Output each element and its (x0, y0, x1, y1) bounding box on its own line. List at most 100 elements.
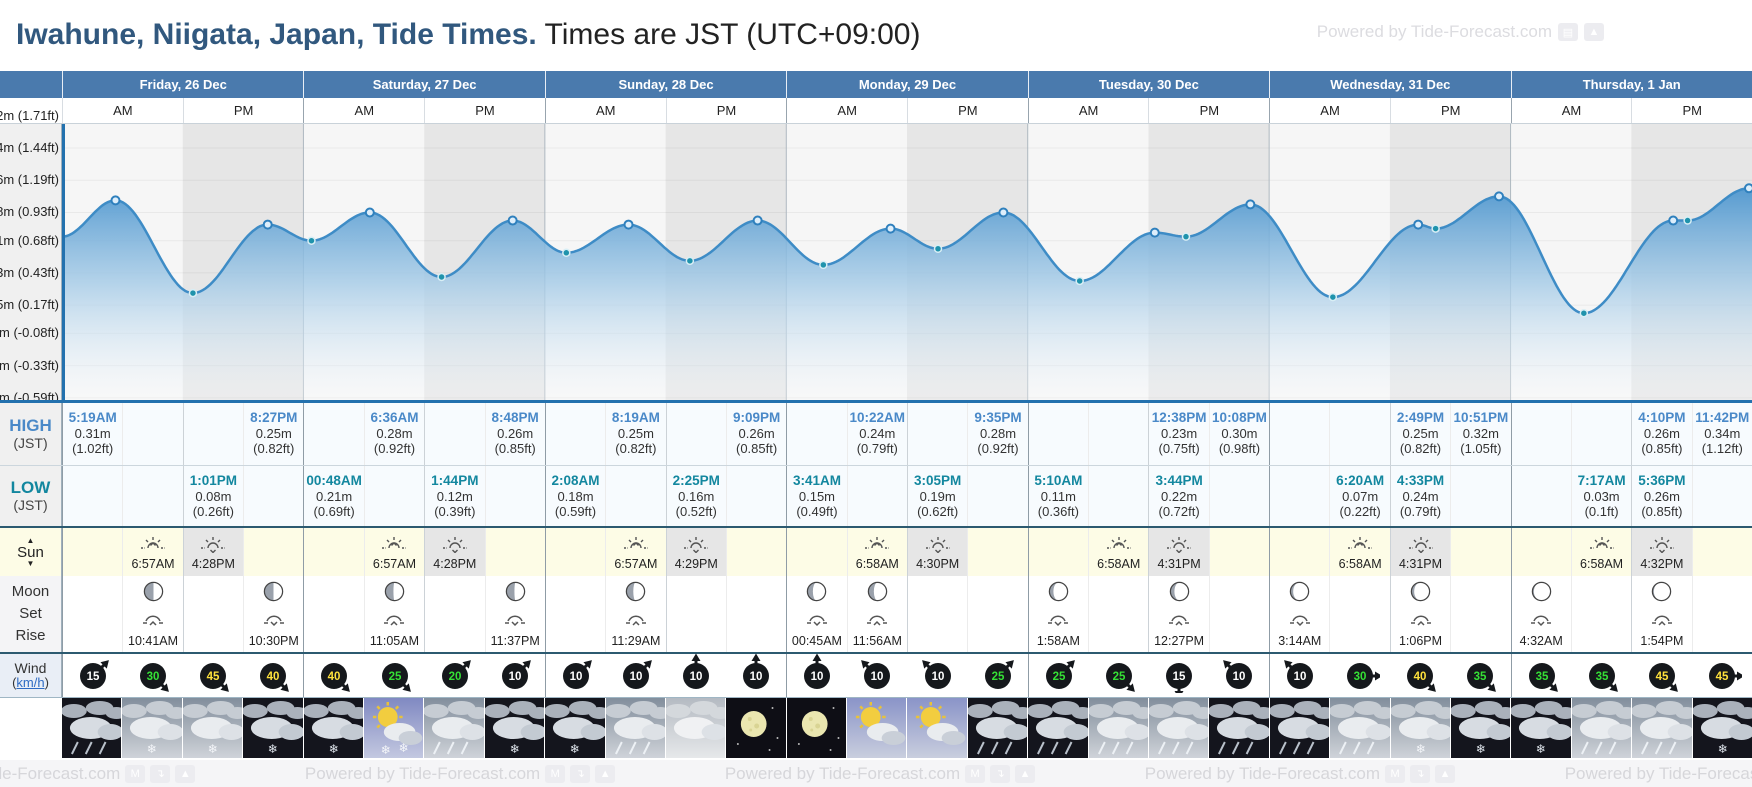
svg-text:15: 15 (87, 671, 100, 683)
weather-icon-clear-night (726, 698, 786, 758)
svg-text:20: 20 (448, 671, 461, 683)
wind-label: Wind (14, 660, 47, 676)
moon-set-time: 10:30PM (248, 634, 299, 648)
wind-row: Wind (km/h) 15 30 45 40 40 25 20 10 10 10 10 10 10 10… (0, 652, 1752, 699)
powered-badge-icon[interactable]: ▲ (1584, 23, 1604, 41)
sunset-icon (1649, 533, 1675, 558)
powered-badge-icon[interactable]: ▤ (1558, 23, 1578, 41)
weather-icon-rain-gray (1149, 698, 1209, 758)
wind-day-6: 35 35 45 45 (1510, 654, 1752, 697)
slot: 1:06PM (1389, 576, 1450, 652)
footer-badge-icon[interactable]: ▲ (175, 764, 196, 783)
sun-label: Sun (17, 543, 44, 561)
slot (967, 576, 1027, 652)
low-tide-height-m: 0.16m (678, 489, 715, 504)
footer-badge-icon[interactable]: ↴ (990, 764, 1011, 783)
slot (63, 466, 122, 526)
sunset-entry: 4:31PM (1391, 528, 1450, 576)
footer-badge-icon[interactable]: M (125, 764, 146, 783)
low-tide-height-ft: (0.69ft) (313, 504, 355, 519)
slot (424, 403, 484, 465)
svg-text:❄: ❄ (381, 743, 391, 757)
sunset-entry: 4:28PM (184, 528, 243, 576)
moon-set-entry: 00:45AM (787, 576, 846, 652)
slot: 3:14AM (1270, 576, 1329, 652)
slot: 10:30PM (243, 576, 303, 652)
footer-badge-icon[interactable]: ↴ (570, 764, 591, 783)
moon-rise-entry: 1:06PM (1391, 576, 1450, 652)
sunset-icon (925, 533, 951, 558)
svg-text:25: 25 (991, 671, 1004, 683)
day-header-0: Friday, 26 Dec (62, 71, 303, 98)
low-tide-height-m: 0.24m (1402, 489, 1439, 504)
sunset-entry: 4:31PM (1149, 528, 1208, 576)
chart-left-border (62, 124, 65, 526)
svg-text:15: 15 (1173, 671, 1186, 683)
wind-indicator: 45 (1692, 654, 1752, 697)
high-tide-height-ft: (1.02ft) (72, 441, 114, 456)
moon-phase-icon (866, 580, 889, 608)
slot (1270, 403, 1329, 465)
slot: 10:51PM 0.32m (1.05ft) (1450, 403, 1510, 465)
slot: 3:41AM 0.15m (0.49ft) (787, 466, 846, 526)
moon-day-0: 10:41AM 10:30PM (62, 576, 303, 652)
slot: 11:56AM (846, 576, 907, 652)
slot (243, 528, 303, 576)
slot (967, 466, 1027, 526)
low-tide-day-2: 2:08AM 0.18m (0.59ft) 2:25PM 0.16m (0.52ft) (544, 466, 786, 526)
weather-icon-sun-snow: ❄ ❄ (363, 698, 424, 758)
slot: 10:08PM 0.30m (0.98ft) (1208, 403, 1269, 465)
footer-badge-icon[interactable]: M (965, 764, 986, 783)
sunrise-entry: 6:57AM (606, 528, 665, 576)
slot: 11:29AM (605, 576, 665, 652)
weather-icon-overcast (665, 698, 726, 758)
low-tide-day-3: 3:41AM 0.15m (0.49ft) 3:05PM 0.19m (0.62ft) (786, 466, 1027, 526)
moon-rise-entry: 11:56AM (848, 576, 907, 652)
sunset-time: 4:31PM (1398, 557, 1443, 571)
svg-text:10: 10 (750, 671, 763, 683)
footer-badge-icon[interactable]: ↴ (150, 764, 171, 783)
low-tide-height-ft: (0.49ft) (796, 504, 838, 519)
moon-rise-time: 10:41AM (128, 634, 179, 648)
wind-unit-link[interactable]: km/h (16, 675, 45, 690)
svg-text:45: 45 (1655, 671, 1668, 683)
weather-row-spacer (0, 698, 62, 760)
footer-badge-icon[interactable]: M (1385, 764, 1406, 783)
powered-by-footer-text: Powered by Tide-Forecast.com (1564, 763, 1752, 783)
low-tide-time: 2:25PM (672, 473, 720, 488)
footer-badge-icon[interactable]: ▲ (1015, 764, 1036, 783)
footer-badge-icon[interactable]: ▲ (595, 764, 616, 783)
y-axis-column (0, 124, 62, 403)
slot (182, 403, 243, 465)
high-tide-time: 5:19AM (68, 410, 117, 425)
weather-icon-rain-gray (424, 698, 484, 758)
footer-badge-icon[interactable]: M (545, 764, 566, 783)
slot: 8:19AM 0.25m (0.82ft) (605, 403, 665, 465)
weather-icon-rain-gray (605, 698, 665, 758)
moon-phase-icon (142, 580, 165, 608)
moon-rise-icon (1168, 610, 1190, 632)
footer-badge-icon[interactable]: ↴ (1410, 764, 1431, 783)
slot (63, 528, 122, 576)
slot: 4:30PM (906, 528, 968, 576)
high-tide-height-m: 0.24m (859, 426, 896, 441)
low-tide-time: 3:44PM (1155, 473, 1203, 488)
sunset-entry: 4:29PM (667, 528, 726, 576)
moon-day-5: 3:14AM 1:06PM (1269, 576, 1510, 652)
svg-text:❄: ❄ (1717, 742, 1727, 756)
high-tide-height-ft: (0.82ft) (253, 441, 295, 456)
wind-arrow-icon: 35 (1460, 653, 1500, 698)
slot (304, 528, 363, 576)
moon-rise-entry: 12:27PM (1149, 576, 1208, 652)
slot (605, 466, 665, 526)
high-tide-height-ft: (0.82ft) (615, 441, 657, 456)
wind-indicator: 40 (304, 654, 364, 697)
moon-row-label: Moon Set Rise (0, 576, 62, 652)
slot (1088, 576, 1148, 652)
slot: 6:58AM (1570, 528, 1631, 576)
footer-badge-icon[interactable]: ▲ (1435, 764, 1456, 783)
sunset-time: 4:32PM (1640, 557, 1684, 571)
slot: 2:08AM 0.18m (0.59ft) (546, 466, 605, 526)
